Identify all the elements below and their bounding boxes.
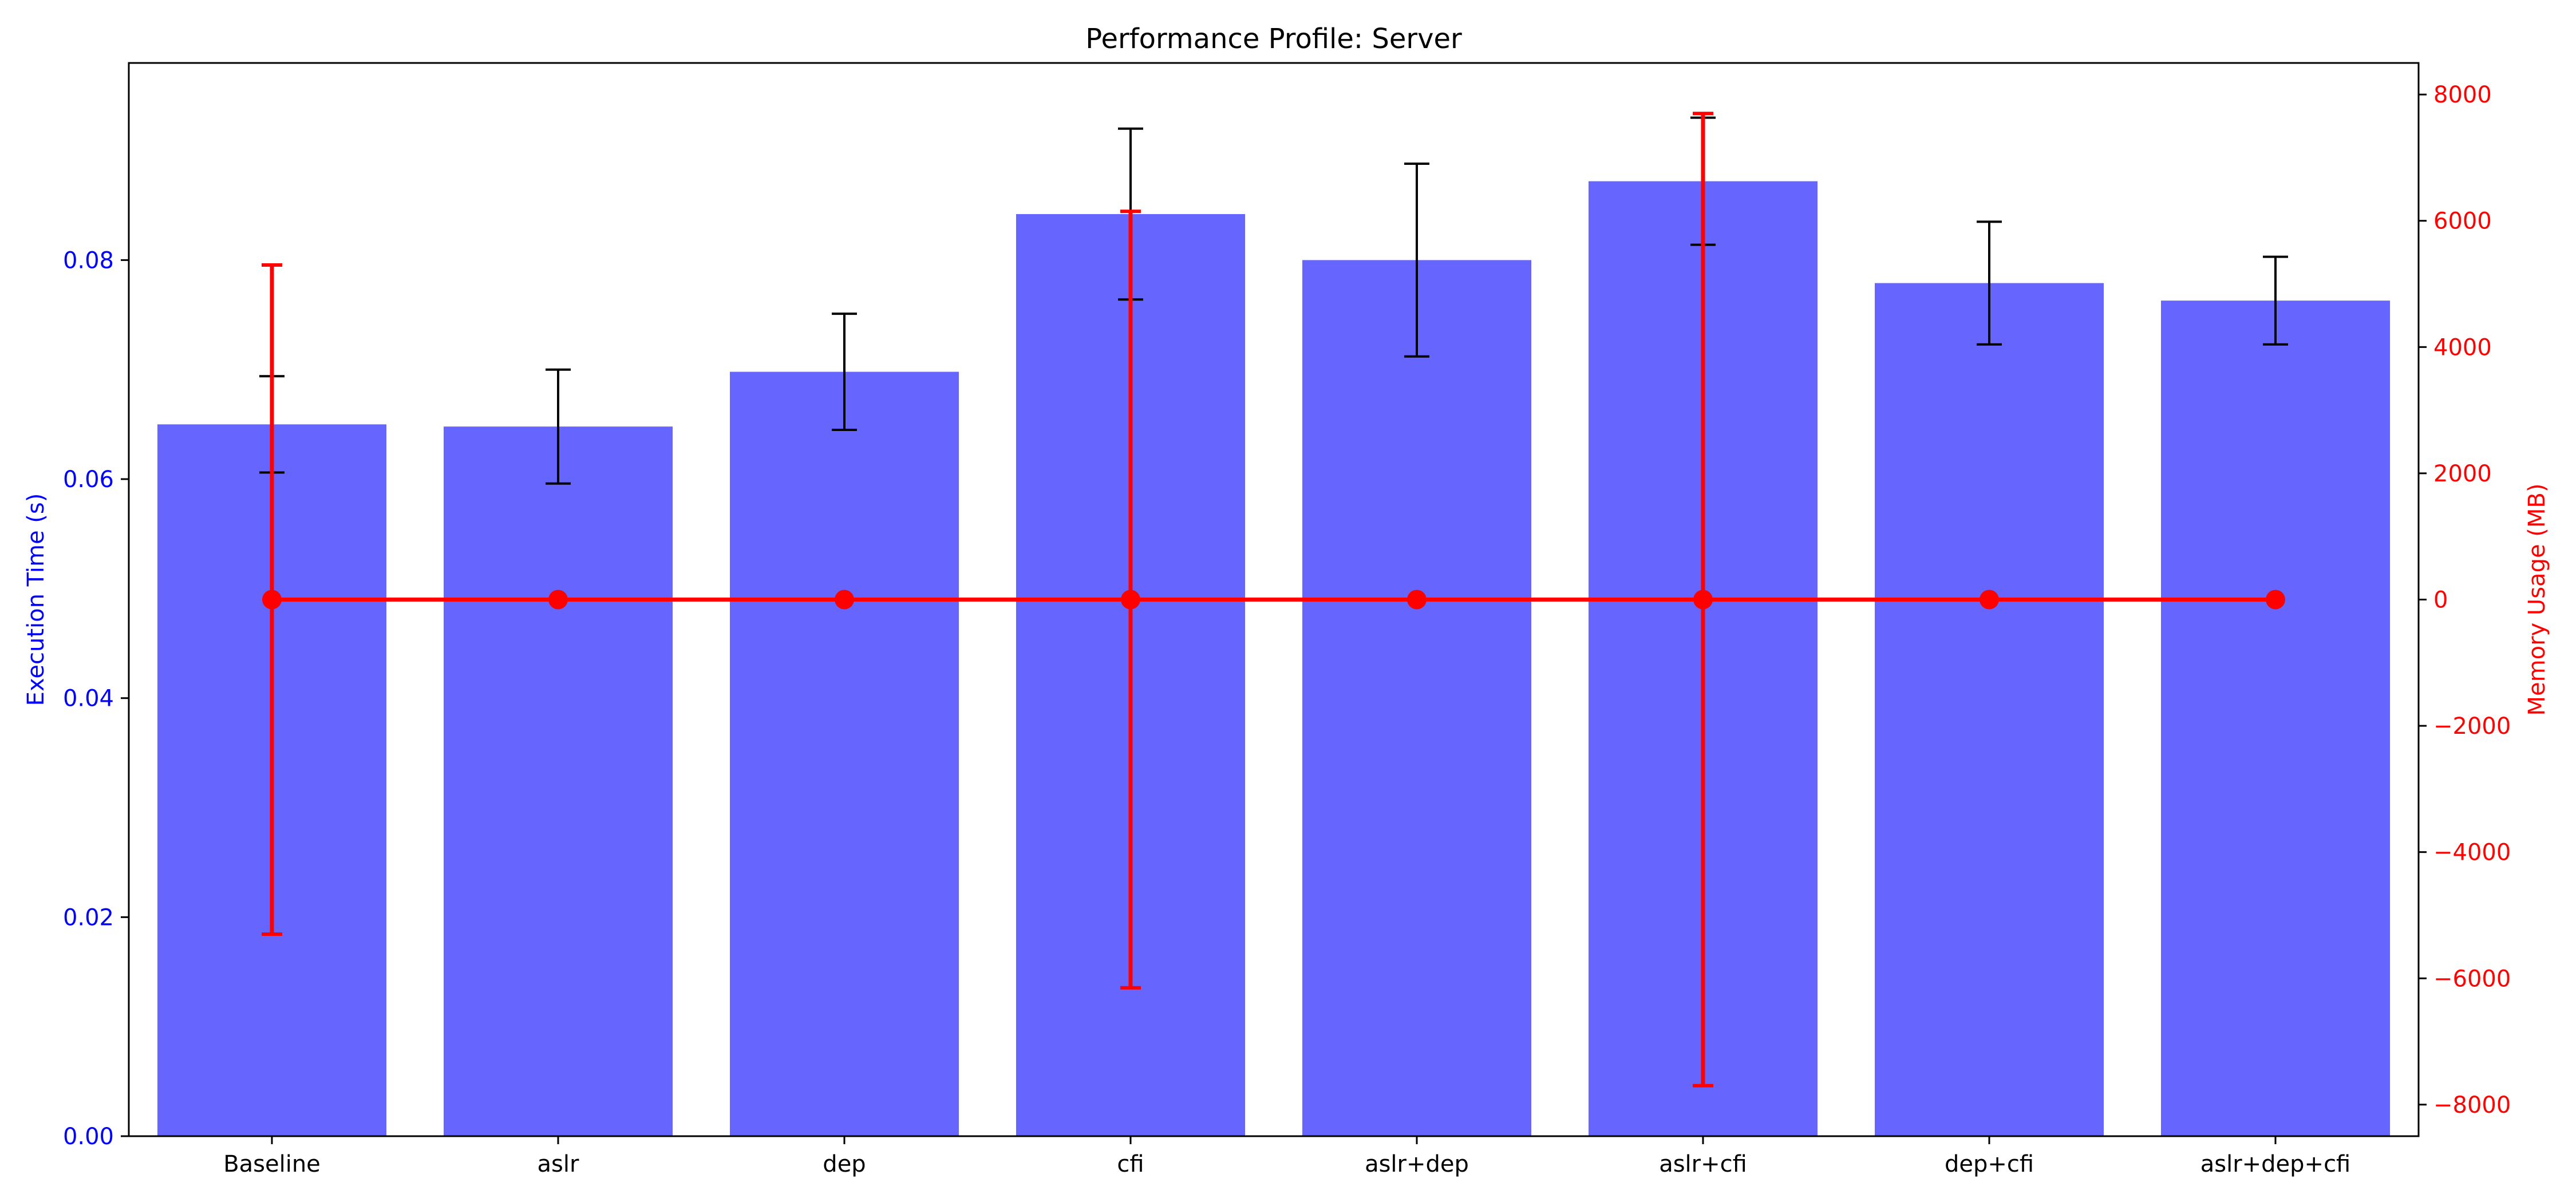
y-right-tick-label: 8000	[2433, 82, 2492, 108]
y-right-tick-label: −8000	[2433, 1092, 2511, 1118]
x-tick-label: dep	[823, 1151, 866, 1177]
memory-point	[1121, 590, 1140, 610]
y-left-tick-label: 0.06	[63, 466, 114, 493]
memory-point	[1407, 590, 1427, 610]
x-tick-label: cfi	[1117, 1151, 1144, 1177]
x-tick-label: aslr	[538, 1151, 579, 1177]
y-right-tick-label: 4000	[2433, 334, 2492, 361]
x-tick-label: Baseline	[223, 1151, 321, 1177]
bar	[2161, 300, 2390, 1136]
y-right-tick-label: −2000	[2433, 713, 2511, 740]
bar	[1875, 283, 2104, 1137]
bar	[444, 426, 673, 1136]
y-left-tick-label: 0.02	[63, 904, 114, 931]
y-left-tick-label: 0.04	[63, 686, 114, 712]
x-tick-label: aslr+dep	[1365, 1151, 1469, 1177]
chart-title: Performance Profile: Server	[1085, 23, 1462, 55]
bars-layer	[157, 181, 2390, 1137]
y-right-tick-label: −6000	[2433, 966, 2511, 992]
y-axis-right-label: Memory Usage (MB)	[2524, 484, 2550, 716]
x-tick-label: aslr+cfi	[1659, 1151, 1747, 1177]
memory-point	[262, 590, 282, 610]
memory-line-layer	[262, 590, 2285, 610]
y-axis-left-label: Execution Time (s)	[23, 493, 49, 706]
x-tick-label: dep+cfi	[1945, 1151, 2034, 1177]
x-tick-label: aslr+dep+cfi	[2200, 1151, 2351, 1177]
memory-point	[1980, 590, 1999, 610]
bar	[730, 371, 959, 1137]
y-right-tick-label: 2000	[2433, 461, 2492, 487]
y-right-tick-label: 6000	[2433, 208, 2492, 235]
y-right-tick-label: −4000	[2433, 840, 2511, 866]
memory-point	[2266, 590, 2285, 610]
y-left-tick-label: 0.00	[63, 1124, 114, 1150]
memory-point	[835, 590, 854, 610]
bar	[1302, 260, 1531, 1137]
axes-layer: Baseline aslr dep cfi aslr+dep aslr+cfi dep+cf…	[63, 62, 2511, 1177]
memory-point	[1693, 590, 1713, 610]
memory-point	[548, 590, 568, 610]
y-left-tick-label: 0.08	[63, 247, 114, 274]
y-right-tick-label: 0	[2433, 587, 2448, 614]
